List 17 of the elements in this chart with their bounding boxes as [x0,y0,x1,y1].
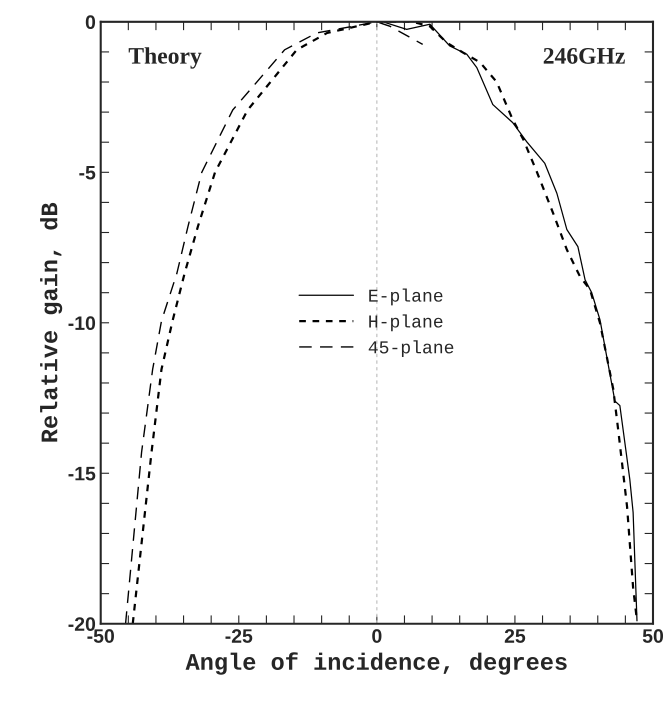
x-tick-label: 50 [642,629,664,643]
x-tick-label: 0 [372,629,382,643]
annotation: Theory [128,47,202,69]
y-tick-label: 0 [86,15,96,30]
legend-label: E-plane [369,288,442,306]
y-tick-label: -20 [68,617,96,631]
y-tick-label: -5 [79,166,96,180]
y-axis-title: Relative gain, dB [40,202,62,442]
x-axis-title: Angle of incidence, degrees [186,652,567,675]
legend-label: H-plane [369,314,442,332]
x-tick-label: -50 [87,629,114,643]
legend-label: 45-plane [368,340,454,358]
annotation: 246GHz [544,48,625,64]
x-tick-label: 25 [504,629,526,643]
x-tick-label: -25 [225,629,252,643]
y-tick-label: -15 [68,466,96,480]
y-tick-label: -10 [68,316,96,330]
